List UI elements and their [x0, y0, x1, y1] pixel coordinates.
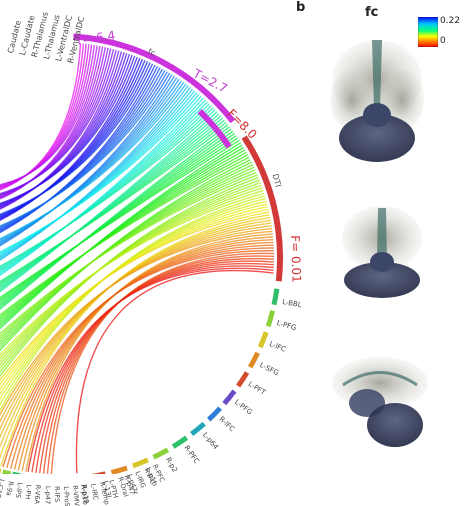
region-segment: [173, 438, 187, 447]
region-segment: [224, 391, 234, 404]
region-segment: [238, 372, 247, 386]
chord-ribbon: [47, 256, 274, 474]
region-label-bottom: L-PH: [24, 484, 34, 499]
chord-ribbon: [44, 259, 274, 474]
colorbar-min-label: 0: [440, 36, 446, 46]
region-label-bottom: L-ProS: [62, 486, 71, 506]
annotation-f-0-01: F= 0.01: [288, 235, 304, 283]
chord-ribbon: [51, 253, 274, 473]
region-segment: [268, 311, 272, 327]
dti-arc: [244, 137, 280, 281]
panel-letter: b: [296, 0, 305, 15]
chord-ribbon: [0, 89, 193, 327]
region-segment: [250, 353, 257, 367]
region-segment: [260, 332, 266, 347]
region-segment: [111, 468, 127, 472]
region-segment: [0, 469, 1, 471]
brain-coronal-view: [332, 200, 432, 310]
brain-axial-view: [322, 30, 432, 170]
figure: T= 6.4 T=2.7 F=8.0 F= 0.01 fc DTI R-Vent…: [0, 0, 474, 474]
region-segment: [192, 424, 205, 434]
region-label-bottom: L-p47: [43, 486, 52, 504]
region-segment: [274, 289, 277, 305]
brain-sagittal-view: [325, 345, 435, 455]
colorbar-max-label: 0.22: [440, 16, 460, 26]
region-segment: [153, 450, 167, 458]
region-label-bottom: R-lFS: [53, 486, 61, 502]
region-label-bottom: R-V6A: [33, 485, 42, 505]
panel-title: fc: [365, 5, 378, 20]
region-segment: [133, 460, 148, 466]
